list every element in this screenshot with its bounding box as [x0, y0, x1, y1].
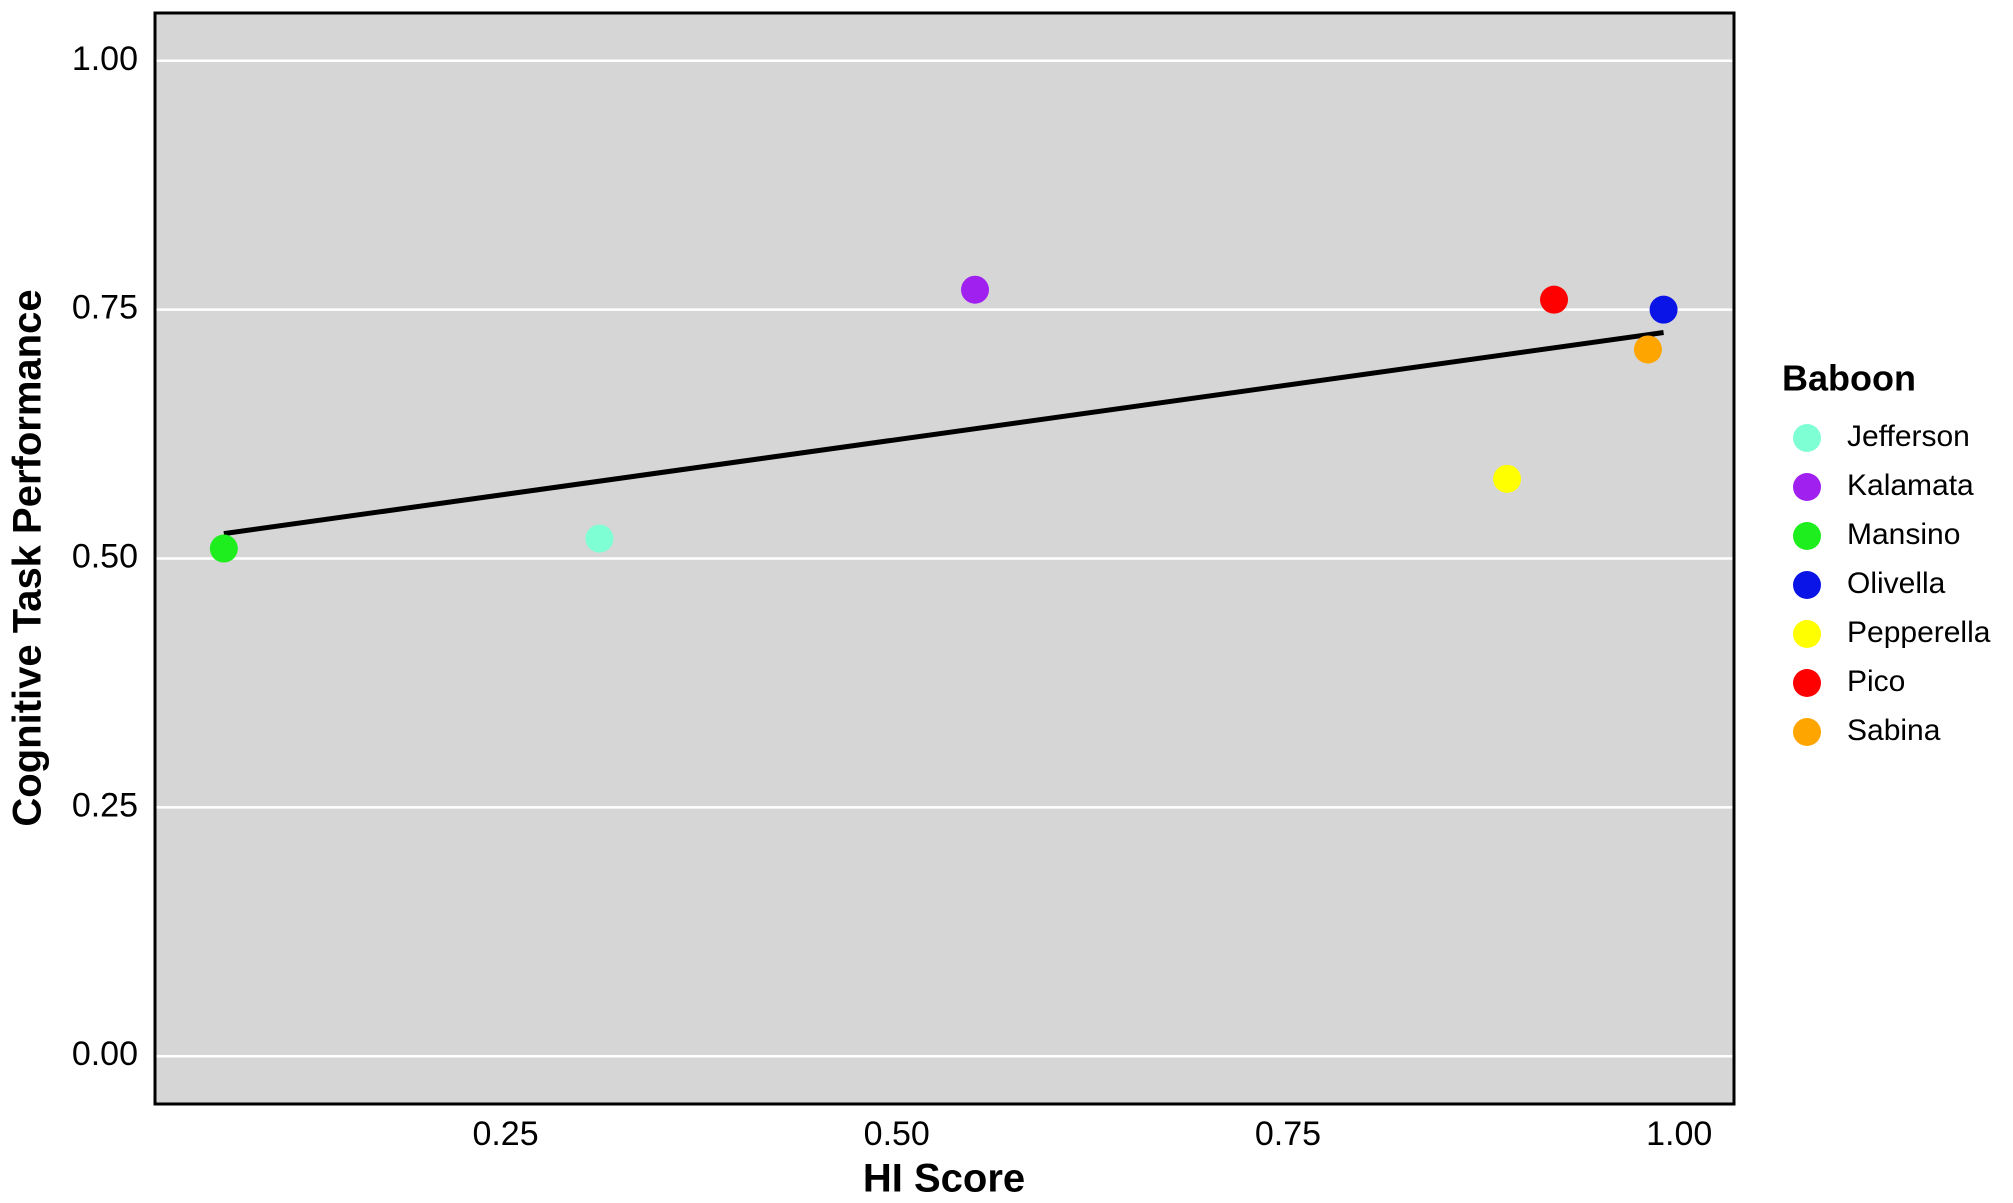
data-point: [209, 534, 238, 563]
y-axis-title: Cognitive Task Performance: [6, 289, 50, 826]
x-tick-label: 1.00: [1646, 1115, 1712, 1153]
legend-swatch: [1793, 522, 1821, 550]
data-point: [1540, 285, 1569, 314]
marks: [209, 275, 1678, 563]
grid: [155, 59, 1734, 1058]
y-tick-label: 0.50: [72, 537, 138, 575]
legend-label: Pico: [1847, 665, 1905, 698]
trend-line: [223, 330, 1664, 537]
legend-swatch: [1793, 424, 1821, 452]
data-point: [1493, 464, 1522, 493]
legend-swatch: [1793, 473, 1821, 501]
data-point: [1633, 335, 1662, 364]
x-tick-label: 0.25: [472, 1115, 538, 1153]
y-tick-label: 0.25: [72, 786, 138, 824]
x-axis-title: HI Score: [863, 1157, 1025, 1201]
legend-swatch: [1793, 718, 1821, 746]
legend: Jefferson Kalamata Mansino Olivella Pepperel…: [1793, 420, 1991, 747]
y-tick-label: 0.00: [72, 1035, 138, 1073]
y-tick-label: 0.75: [72, 289, 138, 327]
legend-label: Olivella: [1847, 567, 1946, 600]
legend-label: Pepperella: [1847, 616, 1991, 649]
legend-label: Sabina: [1847, 714, 1941, 747]
data-point: [961, 275, 990, 304]
legend-swatch: [1793, 669, 1821, 697]
y-tick-label: 1.00: [72, 40, 138, 78]
legend-swatch: [1793, 620, 1821, 648]
x-tick-label: 0.75: [1255, 1115, 1321, 1153]
plot-border: [153, 11, 1736, 1106]
legend-label: Jefferson: [1847, 420, 1970, 453]
legend-label: Kalamata: [1847, 469, 1974, 502]
legend-swatch: [1793, 571, 1821, 599]
legend-title: Baboon: [1782, 358, 1916, 399]
legend-label: Mansino: [1847, 518, 1960, 551]
data-point: [585, 524, 614, 553]
x-tick-label: 0.50: [864, 1115, 930, 1153]
data-point: [1649, 295, 1678, 324]
